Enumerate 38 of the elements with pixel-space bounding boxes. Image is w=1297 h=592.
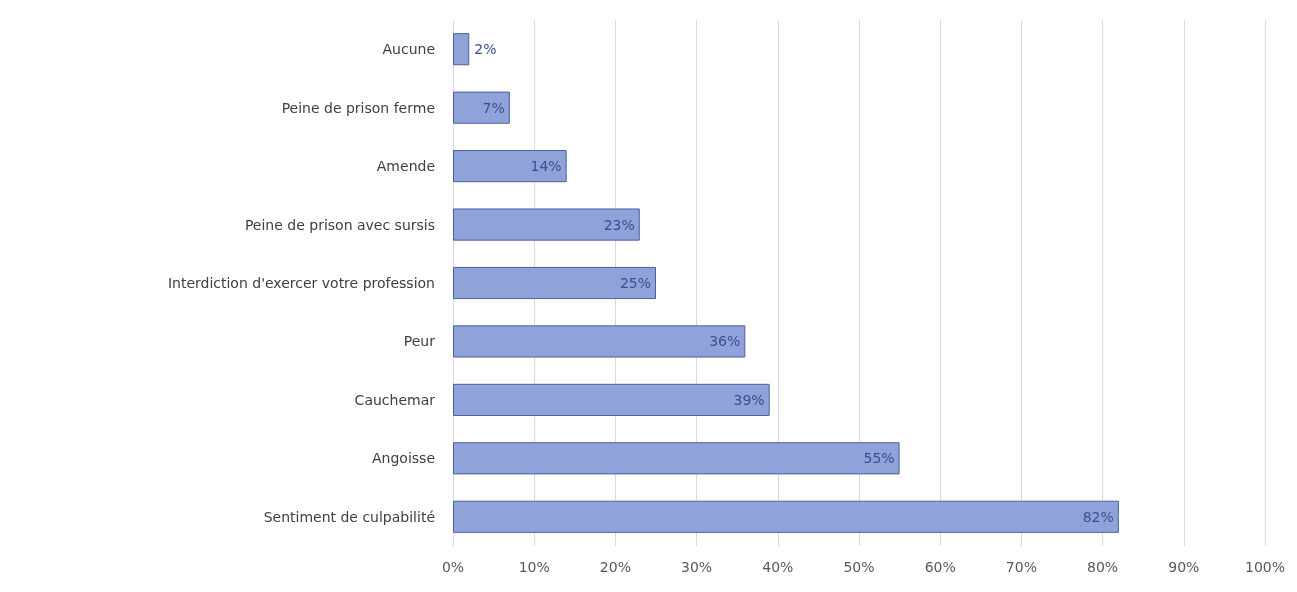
bar xyxy=(453,150,567,183)
bar xyxy=(453,33,470,66)
bar xyxy=(453,500,1119,533)
y-tick-label: Cauchemar xyxy=(354,391,436,408)
data-label: 7% xyxy=(482,99,505,116)
x-tick-label: 90% xyxy=(1168,559,1200,575)
x-tick-label: 10% xyxy=(518,559,550,575)
bar xyxy=(453,208,640,241)
bar xyxy=(453,91,510,124)
x-tick-label: 70% xyxy=(1005,559,1037,575)
data-label: 82% xyxy=(1082,508,1114,525)
y-tick-label: Angoisse xyxy=(372,450,435,467)
data-label: 36% xyxy=(709,333,741,350)
bar xyxy=(453,325,746,358)
data-label: 23% xyxy=(603,216,635,233)
y-tick-label: Amende xyxy=(376,158,435,175)
y-tick-label: Sentiment de culpabilité xyxy=(263,508,435,525)
x-tick-label: 20% xyxy=(599,559,631,575)
x-tick-label: 60% xyxy=(924,559,956,575)
y-tick-label: Aucune xyxy=(382,41,435,58)
x-tick-label: 80% xyxy=(1087,559,1119,575)
x-tick-label: 50% xyxy=(843,559,875,575)
y-tick-label: Peine de prison ferme xyxy=(281,99,435,116)
x-tick-label: 0% xyxy=(441,559,465,575)
bar xyxy=(453,383,770,416)
y-tick-label: Peur xyxy=(403,333,436,350)
bar xyxy=(453,266,656,300)
data-label: 39% xyxy=(733,391,765,408)
data-label: 14% xyxy=(530,158,562,175)
x-tick-label: 40% xyxy=(762,559,794,575)
bar xyxy=(453,442,900,475)
data-label: 2% xyxy=(474,41,497,58)
y-tick-label: Interdiction d'exercer votre profession xyxy=(167,275,435,291)
data-label: 55% xyxy=(863,450,895,467)
y-tick-label: Peine de prison avec sursis xyxy=(244,216,435,233)
data-label: 25% xyxy=(619,275,651,291)
x-tick-label: 30% xyxy=(681,559,713,575)
x-tick-label: 100% xyxy=(1244,559,1286,575)
